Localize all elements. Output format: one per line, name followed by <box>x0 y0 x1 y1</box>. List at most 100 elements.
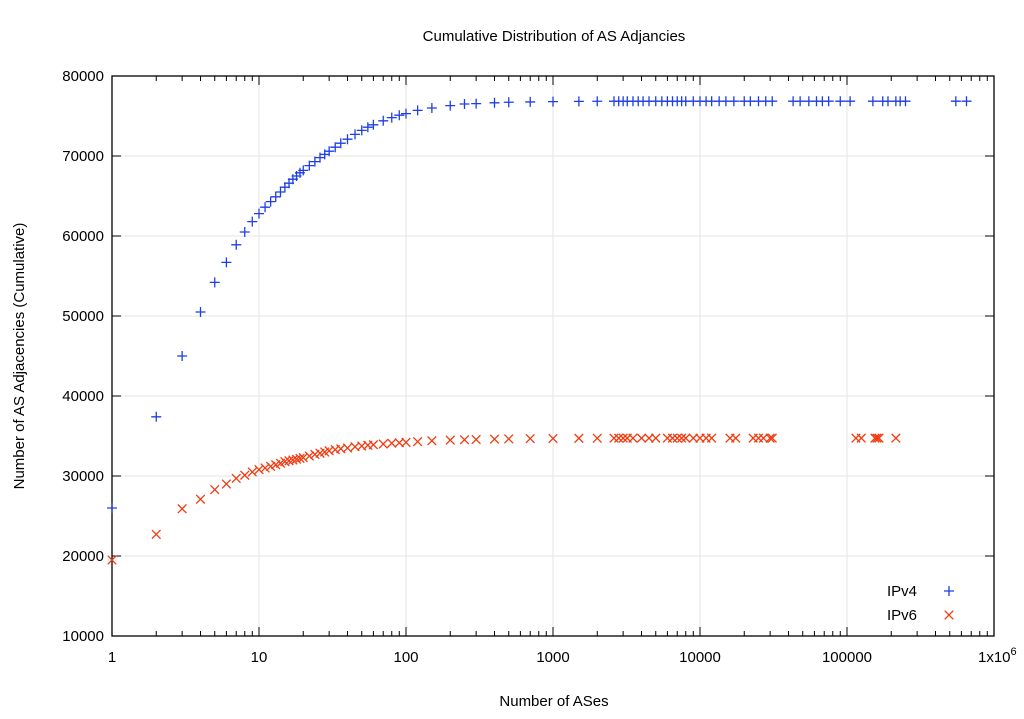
data-point-ipv6 <box>613 433 624 443</box>
data-point-ipv4 <box>362 122 373 133</box>
data-point-ipv6 <box>295 453 305 464</box>
x-axis-tick-labels: 1 10 100 1000 10000 100000 1x106 <box>108 646 1017 666</box>
data-point-ipv6 <box>284 456 294 466</box>
data-point-ipv4 <box>401 108 411 119</box>
data-point-ipv6 <box>412 436 423 447</box>
data-point-ipv6 <box>247 467 258 477</box>
data-point-ipv4 <box>270 191 281 202</box>
legend-marker-ipv6 <box>944 610 954 620</box>
data-point-ipv4 <box>592 96 603 107</box>
data-point-ipv6 <box>503 434 514 444</box>
data-point-ipv6 <box>628 433 638 443</box>
data-point-ipv4 <box>309 156 320 167</box>
data-point-ipv6 <box>636 433 647 443</box>
data-point-ipv6 <box>107 555 117 565</box>
data-point-ipv6 <box>427 436 437 446</box>
data-point-ipv4 <box>728 96 739 107</box>
data-point-ipv6 <box>574 433 584 444</box>
data-point-ipv4 <box>459 99 470 109</box>
data-point-ipv6 <box>459 435 470 445</box>
data-point-ipv4 <box>394 110 405 121</box>
data-point-ipv6 <box>676 433 687 443</box>
data-point-ipv4 <box>900 96 911 107</box>
data-point-ipv4 <box>221 257 232 268</box>
data-point-ipv4 <box>330 142 341 153</box>
data-point-ipv6 <box>151 529 162 540</box>
y-tick-label: 70000 <box>62 148 104 165</box>
data-point-ipv4 <box>489 97 500 108</box>
data-point-ipv6 <box>765 433 775 443</box>
x-tick-label: 100 <box>393 649 418 666</box>
chart-title: Cumulative Distribution of AS Adjancies <box>423 28 686 45</box>
data-point-ipv6 <box>254 464 264 475</box>
data-point-ipv6 <box>177 504 187 514</box>
y-tick-label: 80000 <box>62 68 104 85</box>
data-point-ipv4 <box>471 98 482 109</box>
data-point-ipv4 <box>275 187 286 197</box>
data-point-ipv4 <box>573 96 584 107</box>
x-tick-label: 1x106 <box>978 646 1017 666</box>
data-point-ipv4 <box>503 97 514 108</box>
data-point-ipv6 <box>688 433 699 443</box>
x-tick-label: 1000 <box>536 649 569 666</box>
y-tick-label: 40000 <box>62 388 104 405</box>
data-point-ipv4 <box>239 227 250 237</box>
data-point-ipv4 <box>356 125 367 136</box>
data-point-ipv4 <box>950 96 961 107</box>
data-point-ipv6 <box>401 437 411 448</box>
data-point-ipv6 <box>667 433 678 443</box>
data-point-ipv4 <box>767 96 778 107</box>
data-point-ipv6 <box>195 494 206 504</box>
data-point-ipv6 <box>644 433 654 443</box>
data-point-ipv6 <box>304 451 315 461</box>
data-point-ipv6 <box>758 433 769 443</box>
y-axis-tick-labels: 10000 20000 30000 40000 50000 60000 70000 80000 <box>62 68 104 645</box>
data-point-ipv4 <box>368 119 379 130</box>
data-point-ipv4 <box>445 100 456 111</box>
y-tick-label: 20000 <box>62 548 104 565</box>
data-point-ipv6 <box>386 438 397 448</box>
data-point-ipv6 <box>221 479 232 489</box>
data-point-ipv4 <box>335 138 346 149</box>
data-point-ipv6 <box>445 435 456 445</box>
data-point-ipv4 <box>525 96 536 107</box>
data-point-ipv4 <box>835 96 846 107</box>
series-ipv6 <box>107 433 901 565</box>
data-point-ipv6 <box>618 433 628 443</box>
data-point-ipv4 <box>195 307 206 317</box>
data-point-ipv4 <box>426 103 437 113</box>
data-point-ipv4 <box>298 165 309 176</box>
data-point-ipv6 <box>209 484 220 495</box>
data-point-ipv4 <box>350 129 361 140</box>
data-point-ipv6 <box>260 463 270 473</box>
legend-label-ipv6: IPv6 <box>887 607 917 624</box>
x-tick-label: 10000 <box>679 649 721 666</box>
y-tick-label: 50000 <box>62 308 104 325</box>
data-point-ipv6 <box>767 433 777 443</box>
data-point-ipv4 <box>209 277 220 288</box>
data-point-ipv4 <box>342 134 353 145</box>
data-point-ipv6 <box>872 433 882 443</box>
data-point-ipv6 <box>368 440 379 450</box>
data-point-ipv4 <box>412 105 423 116</box>
data-point-ipv4 <box>265 196 276 207</box>
grid <box>112 76 994 636</box>
data-point-ipv4 <box>247 216 258 227</box>
data-point-ipv6 <box>265 461 276 472</box>
data-point-ipv6 <box>298 452 309 463</box>
legend-marker-ipv4 <box>944 586 954 596</box>
axis-ticks <box>111 75 995 637</box>
legend-label-ipv4: IPv4 <box>887 583 917 600</box>
data-point-ipv4 <box>107 503 117 513</box>
data-point-ipv4 <box>386 112 397 123</box>
y-tick-label: 30000 <box>62 468 104 485</box>
data-point-ipv4 <box>177 351 188 361</box>
data-point-ipv4 <box>254 208 264 219</box>
data-point-ipv6 <box>870 433 880 443</box>
data-point-ipv6 <box>288 455 298 465</box>
data-point-ipv6 <box>680 433 691 443</box>
data-point-ipv4 <box>378 115 389 126</box>
data-point-ipv6 <box>231 473 241 484</box>
